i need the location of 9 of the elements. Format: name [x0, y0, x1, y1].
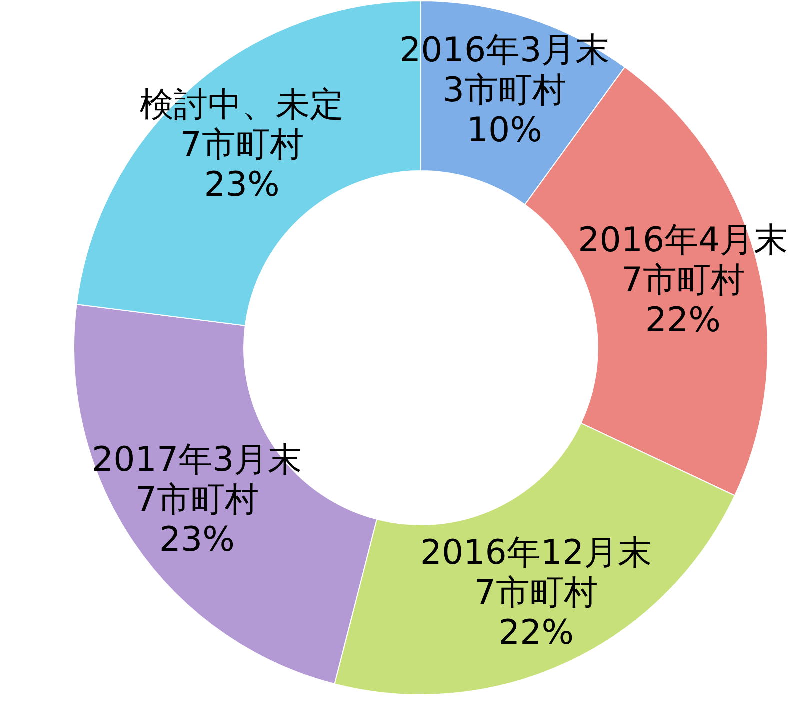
data-label: 23%	[204, 164, 280, 205]
slice-label: 2017年3月末 7市町村	[92, 440, 302, 520]
data-label: 22%	[498, 612, 574, 653]
slice-label: 2016年12月末 7市町村	[420, 532, 652, 613]
slice-label: 2016年4月末 7市町村	[578, 220, 788, 301]
data-label: 23%	[159, 520, 235, 560]
data-label: 10%	[466, 110, 542, 151]
data-label: 22%	[645, 300, 721, 341]
slice-label: 検討中、未定 7市町村	[140, 84, 344, 165]
